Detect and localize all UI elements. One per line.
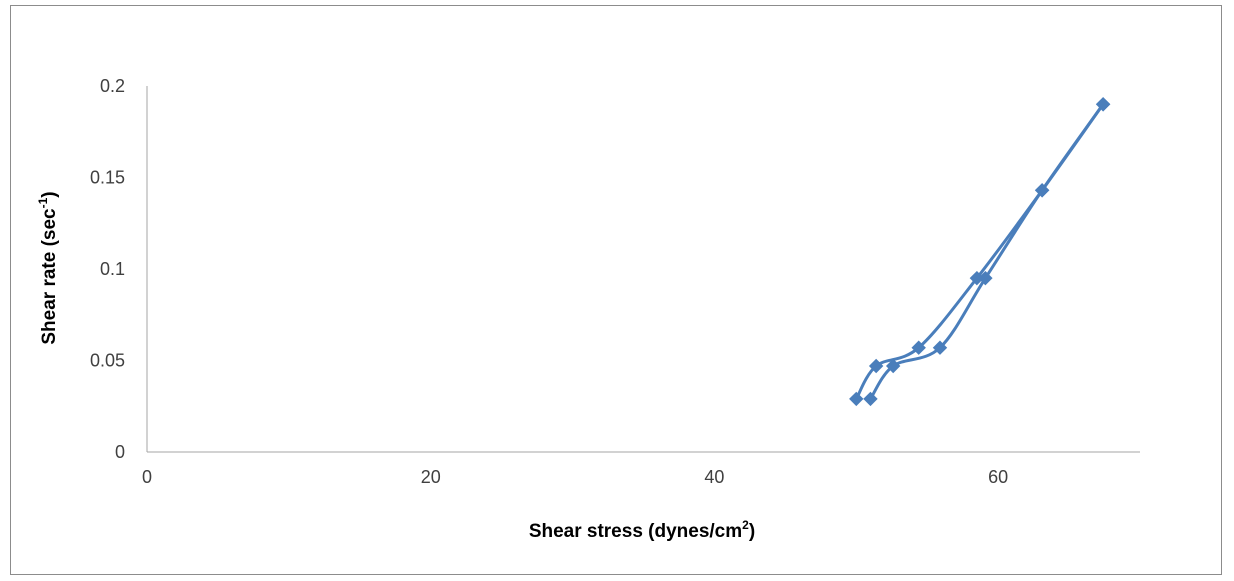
- data-point-marker: [932, 340, 948, 355]
- y-tick-labels: 0 0.05 0.1 0.15 0.2: [90, 76, 125, 462]
- x-tick-label: 60: [988, 467, 1008, 487]
- series-layer: [849, 97, 1111, 407]
- data-point-marker: [978, 270, 993, 286]
- data-point-marker: [1034, 183, 1050, 198]
- data-point-marker: [868, 358, 884, 374]
- chart-frame: [10, 5, 1222, 575]
- y-tick-label: 0.1: [100, 259, 125, 279]
- x-axis-title: Shear stress (dynes/cm2): [529, 518, 755, 542]
- data-point-marker: [885, 358, 901, 374]
- data-point-marker: [849, 391, 864, 407]
- data-point-marker: [911, 340, 926, 355]
- y-tick-label: 0.2: [100, 76, 125, 96]
- y-tick-label: 0.05: [90, 351, 125, 371]
- y-tick-label: 0.15: [90, 168, 125, 188]
- y-axis-title: Shear rate (sec-1): [36, 191, 60, 344]
- x-tick-label: 40: [704, 467, 724, 487]
- y-tick-label: 0: [115, 442, 125, 462]
- x-tick-labels: 0 20 40 60: [142, 467, 1008, 487]
- x-tick-label: 0: [142, 467, 152, 487]
- data-point-marker: [1095, 97, 1111, 112]
- data-point-marker: [863, 391, 878, 407]
- x-tick-label: 20: [421, 467, 441, 487]
- series-line: [854, 102, 1105, 401]
